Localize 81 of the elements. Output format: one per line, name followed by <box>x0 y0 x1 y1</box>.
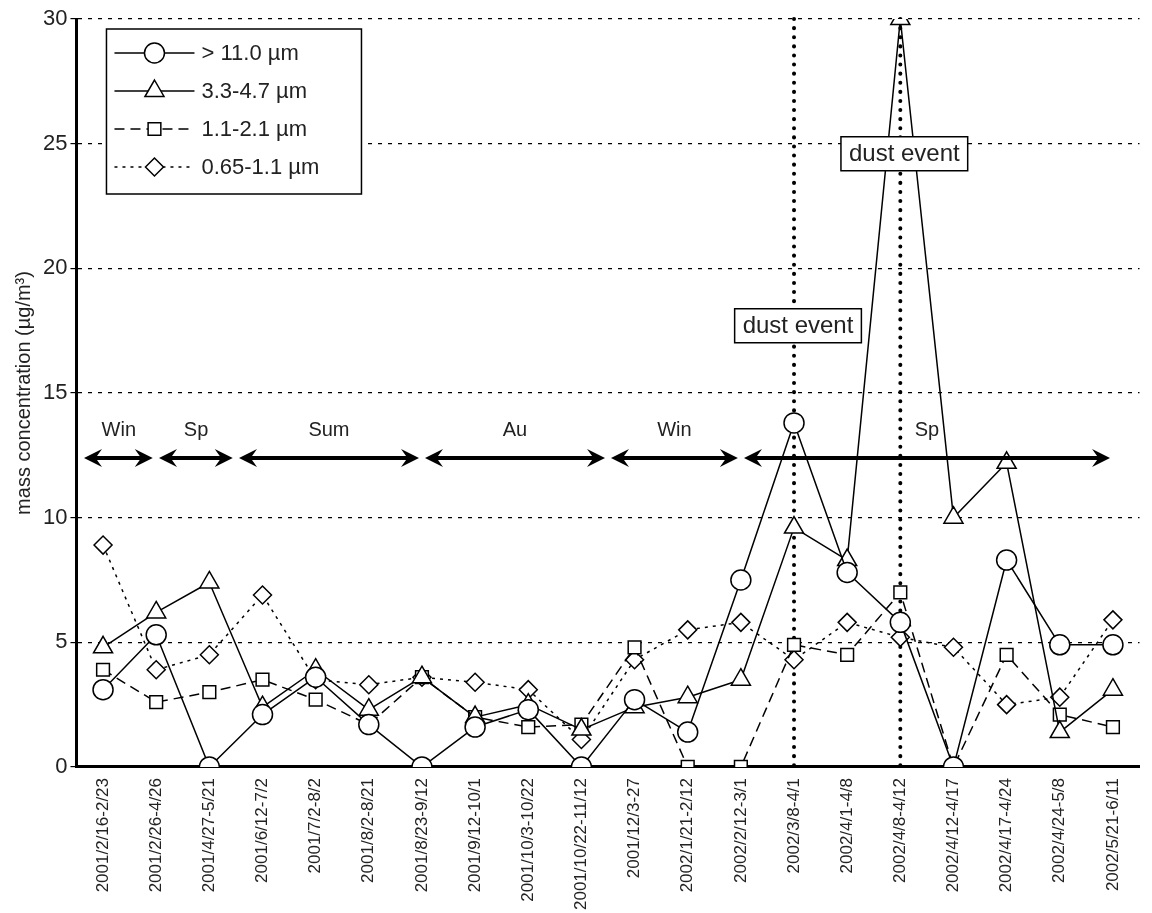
point <box>465 672 485 692</box>
point <box>786 637 802 652</box>
point <box>730 569 752 591</box>
x-tick-label: 2002/4/24-5/8 <box>1049 777 1069 883</box>
annotation: Sp <box>183 417 209 441</box>
x-tick-label: 2001/9/12-10/1 <box>464 777 484 893</box>
x-tick-label: 2001/7/2-8/2 <box>305 777 325 874</box>
x-tick-label: 2002/2/12-3/1 <box>730 777 750 883</box>
legend-label: > 11.0 µm <box>201 40 299 66</box>
point <box>464 716 486 738</box>
point <box>996 694 1017 715</box>
y-tick-label: 0 <box>55 753 68 779</box>
x-tick-label: 2002/4/12-4/17 <box>943 777 963 893</box>
x-tick-label: 2001/8/2-8/21 <box>358 777 378 883</box>
point <box>95 662 111 677</box>
y-tick-label: 20 <box>42 254 68 280</box>
point <box>836 561 858 584</box>
x-tick-label: 2001/2/26-4/26 <box>145 777 165 893</box>
point <box>1102 634 1124 656</box>
point <box>199 645 220 665</box>
x-tick-label: 2002/4/1-4/8 <box>836 777 856 874</box>
x-tick-label: 2002/5/21-6/11 <box>1102 777 1122 892</box>
point <box>1050 687 1070 707</box>
x-tick-label: 2001/10/22-11/12 <box>571 777 591 911</box>
point <box>92 678 114 701</box>
point <box>623 688 646 711</box>
point <box>521 719 536 735</box>
x-tick-label: 2002/4/8-4/12 <box>890 777 910 883</box>
annotation: Au <box>502 417 528 441</box>
point <box>995 549 1018 571</box>
legend-label: 1.1-2.1 µm <box>201 116 308 142</box>
x-tick-label: 2001/4/27-5/21 <box>199 777 219 893</box>
point <box>627 640 642 655</box>
point <box>359 674 379 695</box>
y-tick-label: 25 <box>42 129 68 155</box>
point <box>145 624 167 646</box>
point <box>731 612 751 633</box>
point <box>255 672 270 687</box>
point <box>252 585 273 605</box>
point <box>837 612 857 633</box>
point <box>893 585 908 600</box>
legend-label: 3.3-4.7 µm <box>201 78 308 104</box>
point <box>146 659 166 680</box>
annotation: Sum <box>308 417 350 441</box>
annotation: Win <box>101 417 137 441</box>
point <box>1105 719 1121 735</box>
point <box>358 713 380 736</box>
point <box>1103 610 1123 630</box>
y-tick-label: 15 <box>42 379 68 405</box>
x-tick-label: 2002/3/8-4/1 <box>783 777 803 874</box>
ref-line-label: dust event <box>848 139 961 167</box>
point <box>999 647 1014 662</box>
x-tick-label: 2001/12/3-27 <box>624 777 644 879</box>
point <box>149 695 164 710</box>
point <box>308 692 323 707</box>
point <box>889 611 912 634</box>
x-tick-label: 2001/6/12-7/2 <box>252 777 272 883</box>
x-tick-label: 2002/1/21-2/12 <box>677 777 697 893</box>
x-tick-label: 2001/2/16-2/23 <box>92 777 112 893</box>
x-tick-label: 2001/10/3-10/22 <box>517 777 537 902</box>
point <box>93 535 113 555</box>
point <box>783 412 805 434</box>
point <box>517 698 540 721</box>
y-tick-label: 5 <box>55 628 68 654</box>
y-tick-label: 30 <box>42 5 68 31</box>
y-axis-title: mass concentration (µg/m³) <box>11 271 34 515</box>
x-tick-label: 2002/4/17-4/24 <box>996 777 1016 893</box>
point <box>840 647 855 662</box>
point <box>202 685 217 700</box>
legend-label: 0.65-1.1 µm <box>201 154 320 180</box>
ref-line-label: dust event <box>742 311 854 339</box>
annotation: Win <box>657 417 692 441</box>
point <box>676 721 699 743</box>
point <box>1049 634 1071 656</box>
point <box>251 703 274 726</box>
y-tick-label: 10 <box>42 503 68 529</box>
x-tick-label: 2001/8/23-9/12 <box>411 777 431 893</box>
point <box>943 637 964 658</box>
point <box>784 650 804 670</box>
annotation: Sp <box>914 417 940 441</box>
point <box>677 620 698 640</box>
